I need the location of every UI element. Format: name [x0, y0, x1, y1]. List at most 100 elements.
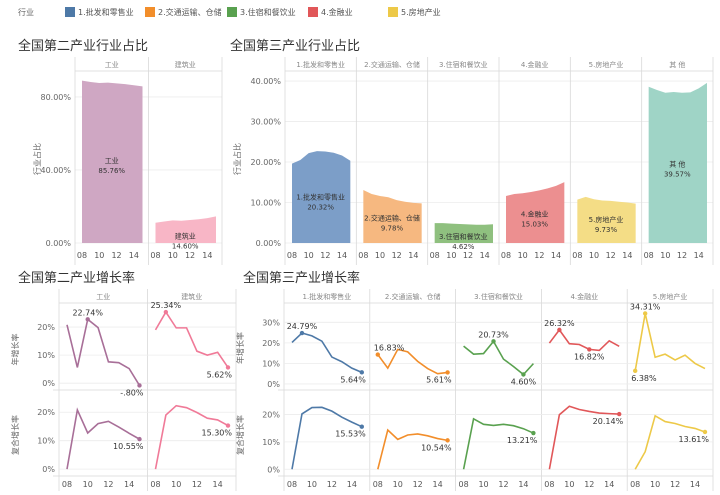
area-mark [434, 223, 493, 243]
line-mark [66, 407, 140, 470]
x-tick-label: 10 [94, 251, 104, 260]
area-value-label: 15.03% [521, 221, 548, 229]
x-tick-label: 12 [670, 480, 680, 489]
data-point [375, 352, 380, 357]
x-tick-label: 12 [677, 251, 687, 260]
x-tick-label: 14 [690, 480, 700, 489]
data-label: 10.54% [421, 443, 452, 452]
data-label: 5.64% [340, 375, 366, 384]
x-tick-label: 10 [446, 251, 456, 260]
panel-header: 建筑业 [181, 292, 202, 301]
data-point [137, 436, 142, 442]
x-tick-label: 12 [392, 251, 402, 260]
legend-title: 行业 [18, 7, 34, 17]
panel-header: 5.房地产业 [589, 60, 624, 69]
x-tick-label: 12 [320, 251, 330, 260]
x-tick-label: 08 [501, 251, 511, 260]
area-value-label: 4.62% [452, 243, 475, 251]
x-tick-label: 12 [103, 480, 113, 489]
line-mark [66, 317, 141, 386]
legend-swatch-icon [145, 7, 155, 17]
data-label: 24.79% [287, 322, 318, 331]
area-value-label: 14.60% [172, 243, 199, 251]
x-tick-label: 14 [347, 480, 357, 489]
area-label: 其 他 [669, 159, 685, 168]
x-tick-label: 10 [589, 251, 599, 260]
area-mark [363, 189, 422, 243]
data-point [642, 311, 648, 316]
y-axis-label: 复合增长率 [235, 415, 245, 455]
x-tick-label: 10 [307, 480, 317, 489]
x-tick-label: 10 [304, 251, 314, 260]
y-tick-label: 20% [37, 408, 55, 417]
x-tick-label: 08 [150, 251, 160, 260]
area-value-label: 20.32% [307, 204, 334, 212]
area-value-label: 9.73% [595, 226, 618, 234]
data-label: 13.21% [507, 436, 538, 445]
y-tick-label: 20.00% [250, 158, 281, 167]
line-mark [548, 328, 620, 352]
area-value-label: 9.78% [381, 225, 404, 233]
legend-item-label: 2.交通运输、仓储 [158, 7, 222, 17]
chart-title: 全国第二产业行业占比 [18, 38, 148, 54]
legend-swatch-icon [65, 7, 75, 17]
line-mark [291, 406, 363, 470]
y-tick-label: 0% [267, 380, 280, 389]
y-axis-label: 行业占比 [232, 143, 242, 175]
legend-swatch-icon [308, 7, 318, 17]
y-tick-label: 20% [262, 339, 280, 348]
data-point [299, 330, 305, 336]
data-label: 5.61% [426, 375, 452, 384]
area-label: 建筑业 [175, 232, 196, 241]
line-mark [154, 310, 229, 368]
data-point [163, 309, 169, 315]
x-tick-label: 12 [534, 251, 544, 260]
panel-header: 4.金融业 [521, 60, 549, 69]
y-tick-label: 0.00% [46, 239, 72, 248]
data-label: 16.83% [374, 344, 405, 353]
area-mark [292, 151, 351, 243]
data-point [531, 430, 536, 436]
x-tick-label: 10 [168, 251, 178, 260]
x-tick-label: 12 [185, 251, 195, 260]
x-tick-label: 10 [375, 251, 385, 260]
legend-swatch-icon [227, 7, 237, 17]
data-label: 10.55% [113, 442, 144, 451]
data-label: 15.53% [335, 430, 366, 439]
x-tick-label: 10 [393, 480, 403, 489]
panel-header: 建筑业 [175, 60, 196, 69]
line-mark [548, 405, 620, 470]
y-axis-label: 复合增长率 [10, 415, 20, 455]
panel-header: 1.批发和零售业 [303, 292, 352, 301]
x-tick-label: 08 [459, 480, 469, 489]
x-tick-label: 12 [463, 251, 473, 260]
y-tick-label: 30.00% [250, 118, 281, 127]
y-tick-label: 40.00% [250, 77, 281, 86]
line-mark [634, 414, 706, 470]
y-tick-label: 0% [42, 465, 55, 474]
data-point [85, 317, 90, 322]
x-tick-label: 08 [373, 480, 383, 489]
x-tick-label: 08 [544, 480, 554, 489]
y-tick-label: 40.00% [40, 166, 71, 175]
data-point [225, 423, 231, 428]
x-tick-label: 14 [124, 480, 134, 489]
x-tick-label: 10 [564, 480, 574, 489]
panel-header: 2.交通运输、仓储 [385, 292, 441, 301]
data-label: 22.74% [72, 308, 103, 317]
x-tick-label: 14 [433, 480, 443, 489]
legend-item-label: 5.房地产业 [401, 7, 441, 17]
data-label: 13.61% [678, 435, 709, 444]
y-tick-label: 0% [42, 379, 55, 388]
x-tick-label: 08 [77, 251, 87, 260]
y-tick-label: 10% [262, 359, 280, 368]
data-label: 20.73% [478, 330, 509, 339]
x-tick-label: 08 [630, 480, 640, 489]
x-tick-label: 12 [111, 251, 121, 260]
line-mark [634, 313, 706, 371]
area-value-label: 39.57% [664, 170, 691, 178]
data-label: 34.31% [630, 302, 661, 311]
